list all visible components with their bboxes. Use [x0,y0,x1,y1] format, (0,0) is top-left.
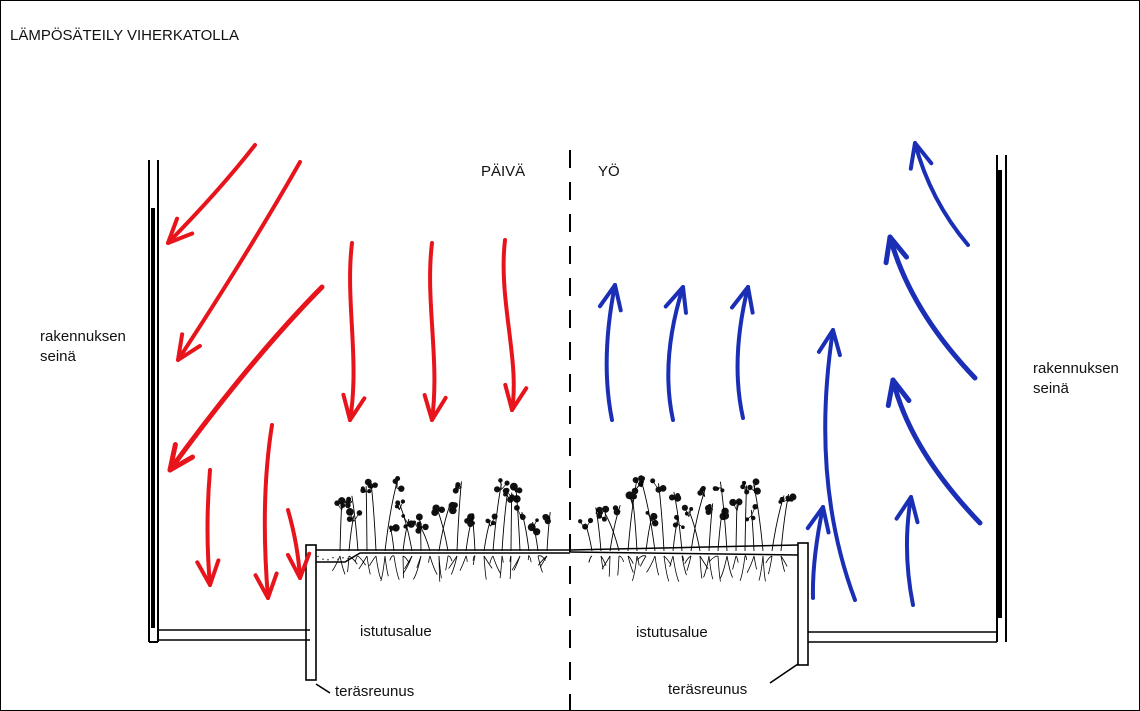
night-label: YÖ [598,163,620,180]
night-arrow [816,328,857,602]
day-arrow [422,241,448,422]
day-arrow [176,160,302,362]
day-arrow [195,468,221,587]
day-heat-arrows [166,143,529,600]
day-arrow [167,284,325,473]
night-arrow [730,285,755,420]
right-roof-deck [808,631,997,643]
right-steel-edge [769,542,809,684]
night-arrow [883,234,978,381]
left-steel-edge-label: teräsreunus [335,683,415,700]
roots [332,555,788,582]
day-arrow [341,241,367,422]
diagram-title: LÄMPÖSÄTEILY VIHERKATOLLA [10,27,239,44]
night-arrow [908,141,970,247]
night-arrow [805,505,831,600]
day-arrow [166,143,257,245]
night-arrow [885,377,983,526]
left-roof-deck [158,629,310,641]
right-building-wall [996,155,1007,642]
day-arrow [285,508,312,580]
left-steel-edge [305,544,331,694]
right-wall-label: rakennuksen seinä [1033,360,1119,397]
night-arrow [894,495,920,607]
left-wall-label: rakennuksen seinä [40,328,126,365]
day-arrow [501,238,529,412]
left-planting-label: istutusalue [360,623,432,640]
day-label: PÄIVÄ [481,163,526,180]
night-arrow [663,285,688,422]
right-planting-label: istutusalue [636,624,708,641]
night-arrow [597,283,623,422]
night-heat-arrows [597,141,983,607]
left-building-wall [148,160,159,643]
planting-bed [316,544,799,563]
vegetation [317,475,797,561]
right-steel-edge-label: teräsreunus [668,681,748,698]
day-arrow [253,423,279,600]
